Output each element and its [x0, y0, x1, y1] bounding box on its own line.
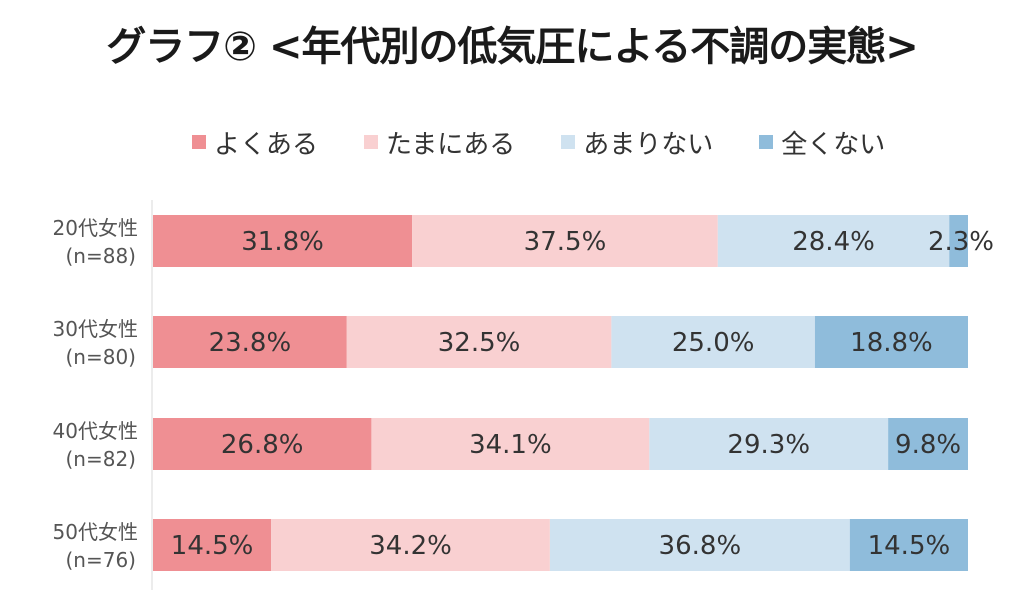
- legend-swatch: [364, 135, 379, 149]
- legend-label: 全くない: [781, 129, 886, 160]
- legend-item-mattakunai: 全くない: [759, 124, 885, 161]
- legend-label: たまにある: [386, 129, 516, 160]
- legend-item-yokuaru: よくある: [192, 124, 318, 161]
- bar-segment: [412, 215, 718, 267]
- legend-swatch: [561, 135, 576, 149]
- data-label: 18.8%: [850, 328, 933, 358]
- bar-segment: [549, 519, 850, 571]
- data-label: 26.8%: [221, 430, 304, 460]
- legend: よくある たまにある あまりない 全くない: [192, 124, 931, 160]
- category-n-label: (n=76): [66, 548, 137, 572]
- legend-swatch: [192, 135, 206, 149]
- legend-label: あまりない: [583, 129, 714, 160]
- data-label: 32.5%: [438, 328, 521, 358]
- data-label: 36.8%: [659, 531, 742, 561]
- category-label: 40代女性: [53, 419, 138, 443]
- bar-segment: [153, 418, 372, 470]
- data-label: 28.4%: [792, 227, 875, 257]
- category-label: 50代女性: [53, 520, 138, 544]
- data-label: 14.5%: [171, 531, 254, 561]
- bar-segment: [649, 418, 889, 470]
- category-label: 30代女性: [53, 317, 138, 341]
- legend-item-amarinai: あまりない: [561, 124, 713, 161]
- data-label: 29.3%: [727, 430, 810, 460]
- bar-segment: [153, 316, 347, 368]
- bar-segment: [888, 418, 968, 470]
- legend-label: よくある: [214, 129, 319, 160]
- bar-segment: [153, 519, 272, 571]
- bar-segment: [814, 316, 968, 368]
- data-label: 34.2%: [369, 531, 452, 561]
- data-label: 23.8%: [209, 328, 292, 358]
- bar-segment: [271, 519, 550, 571]
- category-n-label: (n=80): [66, 345, 137, 369]
- bar-segment: [949, 215, 968, 267]
- bar-segment: [849, 519, 968, 571]
- legend-item-tamaniaru: たまにある: [364, 124, 515, 161]
- bar-segment: [153, 215, 413, 267]
- bar-segment: [611, 316, 815, 368]
- data-label: 31.8%: [241, 227, 324, 257]
- legend-swatch: [759, 135, 774, 149]
- category-n-label: (n=82): [66, 447, 137, 471]
- data-label: 14.5%: [868, 531, 951, 561]
- data-label: 2.3%: [928, 227, 994, 257]
- bar-segment: [371, 418, 650, 470]
- data-label: 9.8%: [895, 430, 961, 460]
- data-label: 34.1%: [469, 430, 552, 460]
- bar-segment: [717, 215, 950, 267]
- chart-title: グラフ② <年代別の低気圧による不調の実態>: [106, 24, 919, 70]
- bar-segment: [346, 316, 612, 368]
- data-label: 37.5%: [524, 227, 607, 257]
- category-label: 20代女性: [53, 216, 138, 240]
- data-label: 25.0%: [672, 328, 755, 358]
- category-n-label: (n=88): [66, 244, 137, 268]
